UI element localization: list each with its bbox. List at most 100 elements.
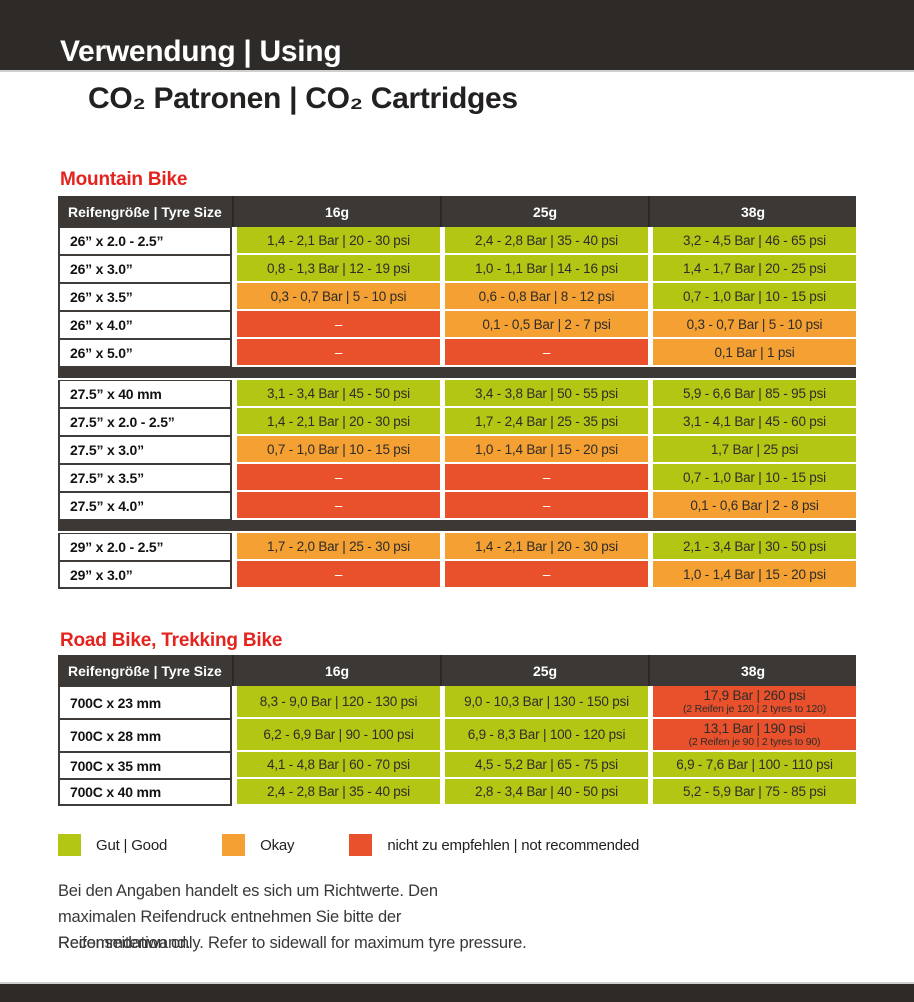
legend: Gut | Good Okay nicht zu empfehlen | not… <box>58 834 639 856</box>
tyre-size-cell: 26” x 2.0 - 2.5” <box>58 227 232 255</box>
pressure-cell: 5,2 - 5,9 Bar | 75 - 85 psi <box>648 779 856 806</box>
table-header-row: Reifengröße | Tyre Size 16g 25g 38g <box>58 196 856 227</box>
pressure-value: 1,7 Bar | 25 psi <box>710 441 799 457</box>
table-row: 26” x 5.0” – – 0,1 Bar | 1 psi <box>58 339 856 367</box>
table-row: 29” x 3.0” – – 1,0 - 1,4 Bar | 15 - 20 psi <box>58 561 856 589</box>
section-title-mountain-bike: Mountain Bike <box>60 169 188 190</box>
pressure-cell: – <box>232 311 440 339</box>
pressure-cell: 6,2 - 6,9 Bar | 90 - 100 psi <box>232 719 440 752</box>
pressure-cell: 0,1 Bar | 1 psi <box>648 339 856 367</box>
bad-color-swatch <box>349 834 373 856</box>
pressure-cell: 0,7 - 1,0 Bar | 10 - 15 psi <box>232 436 440 464</box>
pressure-value: 5,9 - 6,6 Bar | 85 - 95 psi <box>683 385 826 401</box>
pressure-value: 3,1 - 4,1 Bar | 45 - 60 psi <box>683 413 826 429</box>
pressure-value: 0,1 - 0,5 Bar | 2 - 7 psi <box>482 316 611 332</box>
pressure-value: 6,2 - 6,9 Bar | 90 - 100 psi <box>263 727 414 742</box>
column-header-cartridge-38g: 38g <box>648 655 856 686</box>
legend-item-good: Gut | Good <box>58 834 167 856</box>
pressure-cell: 1,0 - 1,4 Bar | 15 - 20 psi <box>440 436 648 464</box>
pressure-value: 0,1 Bar | 1 psi <box>714 344 795 360</box>
legend-item-not-recommended: nicht zu empfehlen | not recommended <box>349 834 639 856</box>
pressure-cell: 1,4 - 2,1 Bar | 20 - 30 psi <box>232 227 440 255</box>
pressure-value: 0,3 - 0,7 Bar | 5 - 10 psi <box>686 316 823 332</box>
pressure-cell: 3,2 - 4,5 Bar | 46 - 65 psi <box>648 227 856 255</box>
tyre-size-cell: 700C x 40 mm <box>58 779 232 806</box>
pressure-value: – <box>334 316 343 332</box>
section-title-road-bike: Road Bike, Trekking Bike <box>60 630 283 651</box>
pressure-cell: – <box>232 339 440 367</box>
pressure-value: 2,4 - 2,8 Bar | 35 - 40 psi <box>475 232 618 248</box>
pressure-cell: 0,6 - 0,8 Bar | 8 - 12 psi <box>440 283 648 311</box>
pressure-cell: 0,3 - 0,7 Bar | 5 - 10 psi <box>648 311 856 339</box>
column-header-tyre-size: Reifengröße | Tyre Size <box>68 203 222 220</box>
pressure-cell: 9,0 - 10,3 Bar | 130 - 150 psi <box>440 686 648 719</box>
pressure-cell: 1,4 - 2,1 Bar | 20 - 30 psi <box>232 408 440 436</box>
pressure-cell: 1,7 - 2,4 Bar | 25 - 35 psi <box>440 408 648 436</box>
column-header-cartridge-25g: 25g <box>440 196 648 227</box>
pressure-value: 0,7 - 1,0 Bar | 10 - 15 psi <box>683 288 826 304</box>
table-row: 27.5” x 3.5” – – 0,7 - 1,0 Bar | 10 - 15 ps… <box>58 464 856 492</box>
pressure-value: 17,9 Bar | 260 psi <box>703 688 806 703</box>
pressure-value: 0,6 - 0,8 Bar | 8 - 12 psi <box>478 288 615 304</box>
tyre-size-cell: 27.5” x 2.0 - 2.5” <box>58 408 232 436</box>
pressure-value: 0,8 - 1,3 Bar | 12 - 19 psi <box>267 260 410 276</box>
pressure-cell: 1,0 - 1,4 Bar | 15 - 20 psi <box>648 561 856 589</box>
pressure-value: 3,1 - 3,4 Bar | 45 - 50 psi <box>267 385 410 401</box>
pressure-value: – <box>542 566 551 582</box>
pressure-note: (2 Reifen je 90 | 2 tyres to 90) <box>688 736 821 748</box>
legend-label: Okay <box>260 836 295 854</box>
pressure-value: 1,4 - 2,1 Bar | 20 - 30 psi <box>267 232 410 248</box>
pressure-value: – <box>334 469 343 485</box>
top-band: Verwendung | Using <box>0 0 914 72</box>
pressure-cell: 2,1 - 3,4 Bar | 30 - 50 psi <box>648 533 856 561</box>
pressure-value: 5,2 - 5,9 Bar | 75 - 85 psi <box>683 784 826 799</box>
pressure-cell: – <box>440 339 648 367</box>
page-subtitle: CO₂ Patronen | CO₂ Cartridges <box>88 82 518 115</box>
tyre-size-cell: 29” x 3.0” <box>58 561 232 589</box>
pressure-value: – <box>542 469 551 485</box>
pressure-value: 1,4 - 2,1 Bar | 20 - 30 psi <box>267 413 410 429</box>
page-title: Verwendung | Using <box>60 35 342 68</box>
tyre-size-cell: 700C x 28 mm <box>58 719 232 752</box>
pressure-value: 2,4 - 2,8 Bar | 35 - 40 psi <box>267 784 410 799</box>
column-header-cartridge-16g: 16g <box>232 196 440 227</box>
pressure-value: 2,1 - 3,4 Bar | 30 - 50 psi <box>683 538 826 554</box>
table-row: 27.5” x 2.0 - 2.5” 1,4 - 2,1 Bar | 20 - 3… <box>58 408 856 436</box>
pressure-value: 4,5 - 5,2 Bar | 65 - 75 psi <box>475 757 618 772</box>
table-row: 27.5” x 3.0” 0,7 - 1,0 Bar | 10 - 15 psi 1… <box>58 436 856 464</box>
pressure-cell: 0,7 - 1,0 Bar | 10 - 15 psi <box>648 283 856 311</box>
pressure-cell: 6,9 - 8,3 Bar | 100 - 120 psi <box>440 719 648 752</box>
pressure-cell: 1,4 - 1,7 Bar | 20 - 25 psi <box>648 255 856 283</box>
pressure-cell: 8,3 - 9,0 Bar | 120 - 130 psi <box>232 686 440 719</box>
pressure-value: 1,0 - 1,1 Bar | 14 - 16 psi <box>475 260 618 276</box>
pressure-cell: 4,1 - 4,8 Bar | 60 - 70 psi <box>232 752 440 779</box>
table-row: 27.5” x 40 mm 3,1 - 3,4 Bar | 45 - 50 psi… <box>58 380 856 408</box>
pressure-value: 0,7 - 1,0 Bar | 10 - 15 psi <box>267 441 410 457</box>
tyre-size-cell: 27.5” x 40 mm <box>58 380 232 408</box>
table-row: 700C x 28 mm 6,2 - 6,9 Bar | 90 - 100 psi… <box>58 719 856 752</box>
pressure-value: 0,7 - 1,0 Bar | 10 - 15 psi <box>683 469 826 485</box>
tyre-size-cell: 26” x 4.0” <box>58 311 232 339</box>
pressure-cell: – <box>440 561 648 589</box>
pressure-cell: 0,3 - 0,7 Bar | 5 - 10 psi <box>232 283 440 311</box>
legend-item-okay: Okay <box>222 834 295 856</box>
tyre-size-cell: 27.5” x 3.0” <box>58 436 232 464</box>
pressure-cell: 0,1 - 0,6 Bar | 2 - 8 psi <box>648 492 856 520</box>
pressure-value: 6,9 - 7,6 Bar | 100 - 110 psi <box>676 757 833 772</box>
pressure-cell: 3,1 - 3,4 Bar | 45 - 50 psi <box>232 380 440 408</box>
table-header-row: Reifengröße | Tyre Size 16g 25g 38g <box>58 655 856 686</box>
tyre-size-cell: 27.5” x 4.0” <box>58 492 232 520</box>
pressure-value: 6,9 - 8,3 Bar | 100 - 120 psi <box>467 727 626 742</box>
pressure-value: 0,1 - 0,6 Bar | 2 - 8 psi <box>690 497 819 513</box>
section-separator <box>58 367 856 378</box>
pressure-cell: 5,9 - 6,6 Bar | 85 - 95 psi <box>648 380 856 408</box>
pressure-cell: 1,4 - 2,1 Bar | 20 - 30 psi <box>440 533 648 561</box>
road-bike-table: Reifengröße | Tyre Size 16g 25g 38g 700C x 2… <box>58 655 856 806</box>
pressure-cell: 3,1 - 4,1 Bar | 45 - 60 psi <box>648 408 856 436</box>
table-row: 27.5” x 4.0” – – 0,1 - 0,6 Bar | 2 - 8 psi <box>58 492 856 520</box>
pressure-cell: 1,7 Bar | 25 psi <box>648 436 856 464</box>
pressure-value: 4,1 - 4,8 Bar | 60 - 70 psi <box>267 757 410 772</box>
pressure-cell: 2,4 - 2,8 Bar | 35 - 40 psi <box>232 779 440 806</box>
tyre-size-cell: 700C x 35 mm <box>58 752 232 779</box>
good-color-swatch <box>58 834 81 856</box>
